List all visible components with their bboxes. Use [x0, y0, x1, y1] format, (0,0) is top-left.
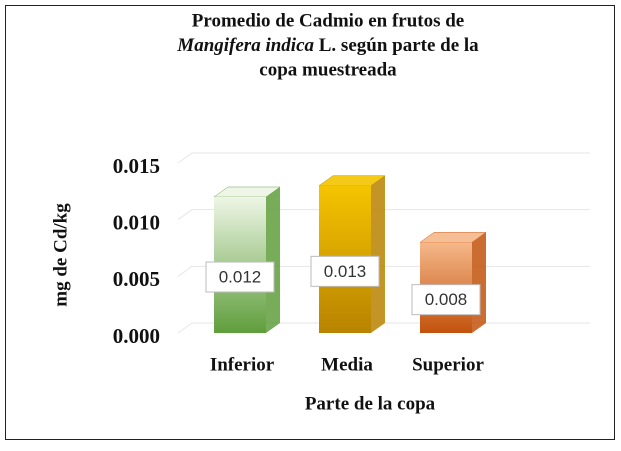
grid-line	[177, 152, 590, 164]
value-label-box	[205, 261, 275, 293]
y-tick-label: 0.000	[113, 324, 160, 348]
bar-side	[472, 232, 486, 333]
y-tick-label: 0.005	[113, 267, 160, 291]
value-label-box	[411, 284, 481, 316]
x-tick-label: Inferior	[210, 354, 275, 375]
chart-title: Mangifera indica L. según parte de la	[176, 35, 479, 56]
value-label: 0.012	[219, 267, 262, 286]
chart-title-italic: Mangifera indica	[176, 35, 314, 56]
value-label-box	[310, 255, 380, 287]
value-label: 0.013	[324, 262, 367, 281]
chart-title: Promedio de Cadmio en frutos de	[192, 10, 465, 31]
bar-side	[371, 175, 385, 333]
x-tick-label: Media	[321, 354, 373, 375]
chart-title: copa muestreada	[259, 59, 397, 80]
bar-side	[266, 187, 280, 333]
x-tick-label: Superior	[412, 354, 484, 375]
y-tick-label: 0.010	[113, 210, 160, 234]
y-axis-title: mg de Cd/kg	[50, 203, 71, 307]
chart-border	[5, 5, 615, 440]
grid-line	[177, 209, 590, 221]
chart-title-rest: L. según parte de la	[314, 35, 479, 56]
x-axis-title: Parte de la copa	[305, 393, 436, 414]
value-label: 0.008	[425, 290, 468, 309]
y-tick-label: 0.015	[113, 154, 160, 178]
